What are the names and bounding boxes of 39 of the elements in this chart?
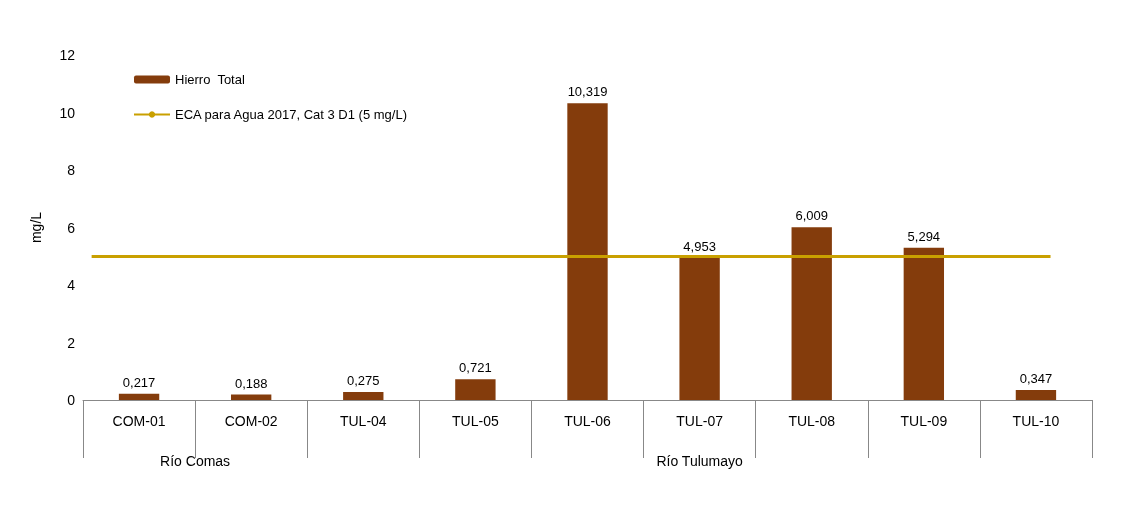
data-label: 6,009 bbox=[795, 208, 828, 224]
bar bbox=[791, 227, 832, 400]
data-label: 0,217 bbox=[122, 374, 156, 390]
x-tick-label: TUL-06 bbox=[564, 413, 612, 429]
y-tick-label: 0 bbox=[67, 392, 76, 408]
bar bbox=[1015, 390, 1057, 400]
data-label: 0,275 bbox=[347, 373, 380, 389]
data-label: 5,294 bbox=[907, 228, 941, 244]
data-label: 0,721 bbox=[459, 360, 492, 376]
text: Río Tulumayo bbox=[656, 453, 744, 469]
x-tick-label: COM-02 bbox=[224, 413, 278, 429]
y-tick-label: 10 bbox=[59, 104, 76, 121]
x-tick-label: TUL-10 bbox=[1012, 413, 1060, 429]
x-tick-label: TUL-04 bbox=[339, 413, 387, 429]
y-axis-title: mg/L bbox=[28, 211, 44, 244]
y-tick-label: 12 bbox=[59, 47, 76, 63]
data-label: 0,347 bbox=[1019, 371, 1053, 387]
bar bbox=[455, 379, 496, 400]
bar bbox=[679, 257, 720, 400]
y-tick-label: 4 bbox=[67, 277, 76, 293]
x-tick-label: TUL-07 bbox=[676, 413, 724, 429]
bar bbox=[567, 103, 608, 400]
data-label: 0,188 bbox=[234, 375, 268, 391]
y-tick-label: 6 bbox=[67, 219, 76, 236]
x-tick-label: TUL-09 bbox=[900, 413, 948, 429]
bar bbox=[903, 247, 945, 400]
text: Río Comas bbox=[160, 453, 231, 469]
x-tick-label: TUL-08 bbox=[788, 413, 836, 429]
data-label: 10,319 bbox=[567, 84, 608, 100]
bar bbox=[343, 392, 384, 400]
legend-label: Hierro Total bbox=[175, 72, 245, 87]
data-label: 4,953 bbox=[683, 238, 716, 254]
bar bbox=[118, 393, 160, 400]
x-tick-label: COM-01 bbox=[112, 413, 166, 429]
y-tick-label: 2 bbox=[67, 334, 76, 351]
legend-label: ECA para Agua 2017, Cat 3 D1 (5 mg/L) bbox=[175, 107, 407, 122]
x-tick-label: TUL-05 bbox=[452, 413, 499, 429]
bar bbox=[230, 394, 272, 400]
y-tick-label: 8 bbox=[67, 162, 76, 178]
